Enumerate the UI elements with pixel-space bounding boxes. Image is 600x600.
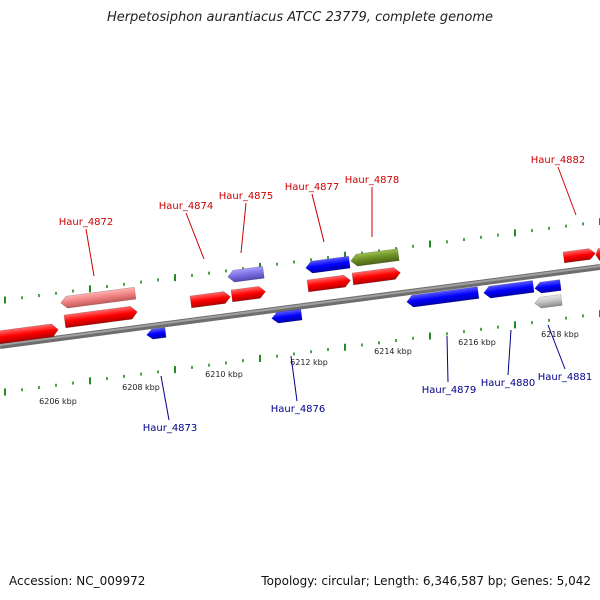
- leader-line-haur-4881: [547, 324, 566, 370]
- gene-arrow-haur-4872[interactable]: [63, 305, 138, 329]
- gene-label-haur-4875[interactable]: Haur_4875: [219, 191, 274, 202]
- gene-label-haur-4876[interactable]: Haur_4876: [271, 404, 326, 415]
- gene-arrow-haur-4881-blue[interactable]: [534, 279, 562, 294]
- gene-label-haur-4877[interactable]: Haur_4877: [285, 182, 340, 193]
- lower-tick-row: [4, 310, 600, 396]
- gene-arrow-haur-4878-olive[interactable]: [350, 248, 400, 267]
- gene-label-haur-4879[interactable]: Haur_4879: [422, 385, 477, 396]
- scale-label: 6216 kbp: [458, 338, 496, 347]
- leader-line-haur-4876: [290, 355, 298, 402]
- gene-label-haur-4874[interactable]: Haur_4874: [159, 201, 214, 212]
- scale-label: 6212 kbp: [290, 358, 328, 367]
- gene-arrow-haur-4871[interactable]: [0, 323, 59, 346]
- leader-line-haur-4879: [446, 335, 449, 383]
- leader-line-haur-4877: [311, 193, 325, 243]
- gene-label-haur-4880[interactable]: Haur_4880: [481, 378, 536, 389]
- leader-line-haur-4882: [557, 166, 577, 216]
- gene-arrow-haur-4882[interactable]: [562, 248, 596, 264]
- leader-line-haur-4873: [160, 375, 170, 421]
- gene-arrow-haur-4875[interactable]: [230, 286, 266, 303]
- gene-arrow-haur-4875-light[interactable]: [227, 265, 265, 283]
- scale-label: 6206 kbp: [39, 397, 77, 406]
- leader-line-haur-4872: [85, 228, 95, 277]
- scale-label: 6214 kbp: [374, 347, 412, 356]
- gene-arrow-haur-4876[interactable]: [271, 308, 303, 324]
- gene-arrow-haur-4877-blue[interactable]: [305, 255, 351, 274]
- gene-arrow-haur-4877[interactable]: [306, 274, 351, 293]
- gene-arrow-haur-4874[interactable]: [189, 291, 231, 309]
- gene-label-haur-4882[interactable]: Haur_4882: [531, 155, 586, 166]
- genome-summary-text: Topology: circular; Length: 6,346,587 bp…: [261, 574, 591, 588]
- gene-arrow-haur-4872-light[interactable]: [60, 286, 137, 309]
- scale-label: 6210 kbp: [205, 370, 243, 379]
- gene-arrow-haur-4873[interactable]: [146, 327, 167, 340]
- leader-line-haur-4875: [240, 202, 247, 254]
- scale-label: 6208 kbp: [122, 383, 160, 392]
- gene-label-haur-4881[interactable]: Haur_4881: [538, 372, 593, 383]
- gene-arrow-haur-4879[interactable]: [406, 286, 480, 308]
- gene-label-haur-4873[interactable]: Haur_4873: [143, 423, 198, 434]
- gene-arrow-haur-4881-gray[interactable]: [534, 294, 563, 309]
- gene-arrow-haur-4880[interactable]: [483, 280, 535, 299]
- gene-arrow-haur-4878[interactable]: [351, 267, 401, 286]
- gene-label-haur-4878[interactable]: Haur_4878: [345, 175, 400, 186]
- gene-arrow-haur-4883[interactable]: [595, 247, 600, 261]
- genome-title: Herpetosiphon aurantiacus ATCC 23779, co…: [106, 10, 494, 25]
- leader-line-haur-4874: [185, 212, 205, 260]
- scale-label: 6218 kbp: [541, 330, 579, 339]
- accession-text: Accession: NC_009972: [9, 574, 146, 588]
- leader-line-haur-4880: [507, 329, 512, 376]
- gene-label-haur-4872[interactable]: Haur_4872: [59, 217, 114, 228]
